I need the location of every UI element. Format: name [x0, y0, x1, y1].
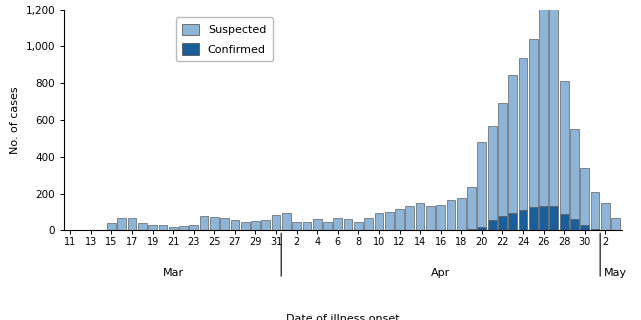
Bar [251, 221, 260, 230]
Bar [529, 207, 538, 230]
Bar [179, 226, 188, 230]
Text: Date of illness onset: Date of illness onset [286, 314, 400, 320]
Text: Mar: Mar [163, 268, 184, 278]
Bar [467, 229, 476, 230]
Bar [374, 213, 383, 230]
Bar [580, 168, 589, 225]
Bar [303, 222, 312, 230]
Bar [221, 218, 229, 230]
Bar [416, 203, 424, 230]
Bar [560, 81, 569, 214]
Legend: Suspected, Confirmed: Suspected, Confirmed [176, 17, 273, 61]
Y-axis label: No. of cases: No. of cases [10, 86, 20, 154]
Bar [282, 213, 291, 230]
Bar [313, 220, 322, 230]
Bar [560, 214, 569, 230]
Bar [292, 222, 301, 230]
Bar [323, 222, 332, 230]
Bar [241, 221, 249, 230]
Bar [189, 225, 198, 230]
Bar [498, 102, 507, 216]
Bar [364, 218, 373, 230]
Bar [590, 228, 599, 230]
Bar [612, 219, 620, 230]
Bar [478, 227, 487, 230]
Bar [117, 219, 126, 230]
Bar [447, 200, 455, 230]
Bar [478, 142, 487, 227]
Bar [395, 209, 404, 230]
Bar [437, 205, 445, 230]
Bar [169, 227, 178, 230]
Bar [457, 198, 465, 230]
Bar [529, 39, 538, 207]
Bar [590, 192, 599, 228]
Bar [158, 225, 167, 230]
Bar [199, 216, 208, 230]
Bar [138, 223, 147, 230]
Bar [128, 219, 137, 230]
Bar [549, 206, 558, 230]
Bar [539, 206, 548, 230]
Bar [231, 220, 239, 230]
Bar [498, 216, 507, 230]
Text: May: May [604, 268, 627, 278]
Bar [406, 206, 414, 230]
Bar [508, 75, 517, 213]
Bar [570, 129, 579, 220]
Bar [549, 6, 558, 206]
Bar [354, 221, 363, 230]
Bar [488, 220, 497, 230]
Bar [580, 225, 589, 230]
Bar [601, 203, 610, 230]
Bar [519, 210, 528, 230]
Bar [344, 220, 353, 230]
Bar [333, 219, 342, 230]
Bar [519, 58, 528, 210]
Bar [488, 126, 497, 220]
Bar [262, 220, 270, 230]
Bar [539, 8, 548, 206]
Bar [148, 225, 157, 230]
Bar [426, 205, 435, 230]
Bar [508, 213, 517, 230]
Bar [385, 212, 394, 230]
Bar [107, 223, 116, 230]
Text: Apr: Apr [431, 268, 451, 278]
Bar [570, 220, 579, 230]
Bar [467, 187, 476, 229]
Bar [210, 217, 219, 230]
Bar [272, 215, 280, 230]
